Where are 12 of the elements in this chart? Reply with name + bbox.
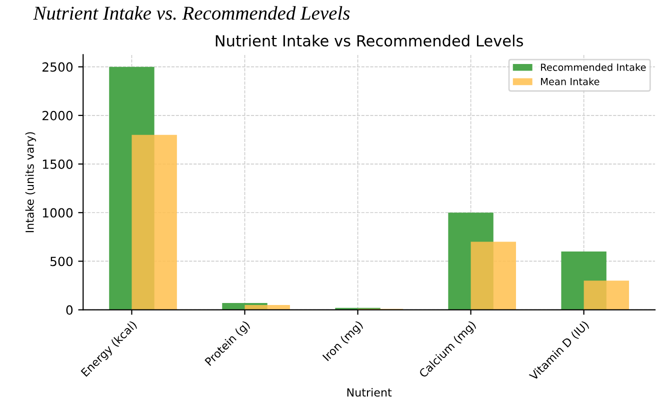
y-axis-title: Intake (units vary)	[25, 132, 36, 232]
chart-title: Nutrient Intake vs Recommended Levels	[216, 34, 524, 47]
y-tick-label: 1000	[42, 208, 73, 218]
y-tick-label: 1500	[42, 159, 73, 169]
legend-label: Recommended Intake	[541, 63, 646, 71]
legend-label: Mean Intake	[541, 78, 600, 86]
text: Nutrient Intake vs. Recommended Levels	[33, 6, 350, 20]
y-tick-label: 2000	[42, 110, 73, 120]
y-tick-label: 500	[50, 256, 73, 266]
y-tick-label: 2500	[42, 62, 73, 72]
x-axis-title: Nutrient	[347, 388, 392, 397]
y-tick-label: 0	[66, 305, 73, 315]
